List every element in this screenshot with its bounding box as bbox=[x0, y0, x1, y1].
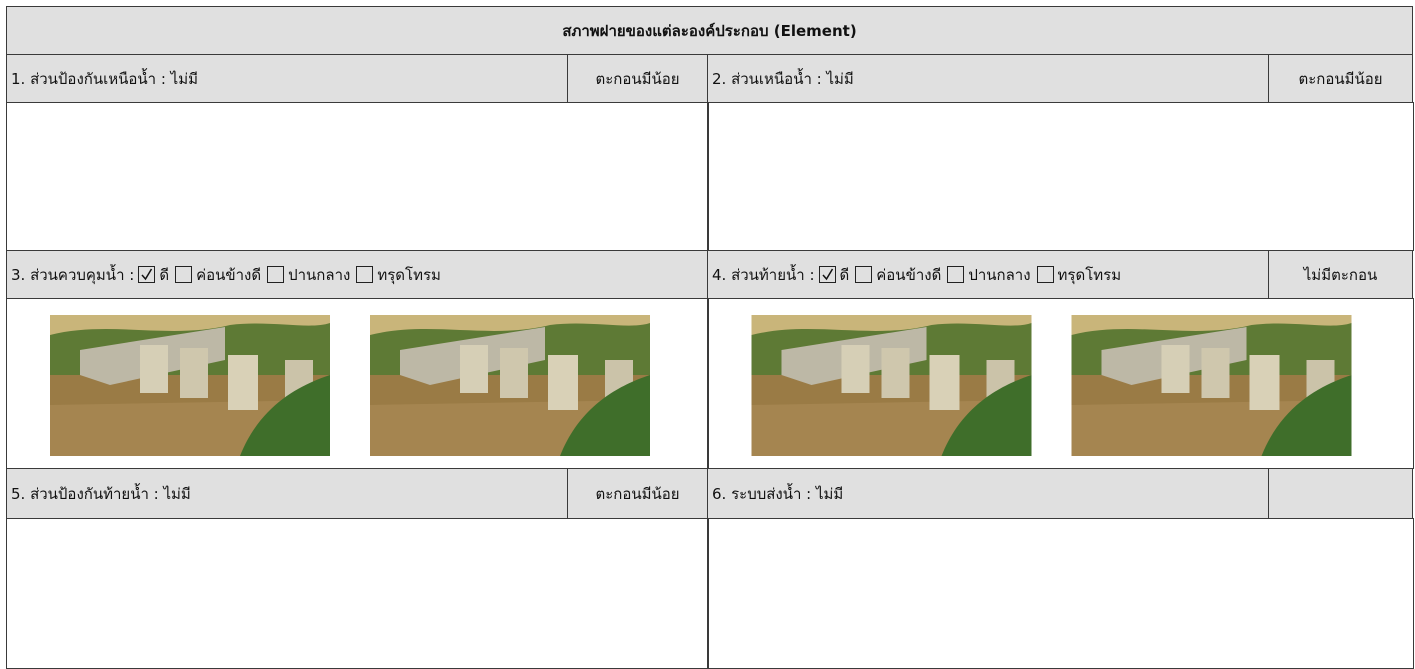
status-cell: ไม่มีตะกอน bbox=[1268, 250, 1413, 299]
section-header: 5. ส่วนป้องกันท้ายน้ำ : ไม่มี bbox=[6, 468, 568, 519]
status-cell: ตะกอนมีน้อย bbox=[1268, 54, 1413, 103]
section-label: 2. ส่วนเหนือน้ำ : ไม่มี bbox=[712, 69, 854, 88]
option-label: ดี bbox=[159, 265, 170, 284]
section-header: 1. ส่วนป้องกันเหนือน้ำ : ไม่มี bbox=[6, 54, 568, 103]
checkbox bbox=[818, 266, 836, 283]
section-body bbox=[707, 102, 1414, 251]
checkbox bbox=[267, 266, 285, 283]
check-mark bbox=[141, 268, 153, 281]
check-mark bbox=[821, 268, 833, 281]
checkbox bbox=[947, 266, 965, 283]
checkbox bbox=[356, 266, 374, 283]
section-label: 5. ส่วนป้องกันท้ายน้ำ : ไม่มี bbox=[11, 484, 191, 503]
section-label: 4. ส่วนท้ายน้ำ : bbox=[712, 265, 815, 284]
photo bbox=[751, 315, 1032, 456]
option-label: ทรุดโทรม bbox=[377, 265, 441, 284]
checkbox bbox=[1036, 266, 1054, 283]
photo bbox=[1071, 315, 1352, 456]
option-label: ทรุดโทรม bbox=[1057, 265, 1122, 284]
status-cell: ตะกอนมีน้อย bbox=[567, 54, 708, 103]
section-label: 3. ส่วนควบคุมน้ำ : bbox=[11, 265, 135, 284]
section-header: 3. ส่วนควบคุมน้ำ : ดี ค่อนข้างดี ปานกลาง ทรุ… bbox=[6, 250, 709, 299]
status-cell: ตะกอนมีน้อย bbox=[567, 468, 708, 519]
option-label: ค่อนข้างดี bbox=[876, 265, 942, 284]
section-label: 1. ส่วนป้องกันเหนือน้ำ : ไม่มี bbox=[11, 69, 198, 88]
checkbox bbox=[175, 266, 193, 283]
option-label: ปานกลาง bbox=[288, 265, 351, 284]
section-body bbox=[6, 518, 709, 669]
section-label: 6. ระบบส่งน้ำ : ไม่มี bbox=[712, 484, 844, 503]
photo bbox=[50, 315, 330, 456]
section-header: 4. ส่วนท้ายน้ำ : ดี ค่อนข้างดี ปานกลาง ทรุดโ… bbox=[707, 250, 1269, 299]
option-label: ดี bbox=[839, 265, 850, 284]
section-body bbox=[6, 102, 709, 251]
table-title: สภาพฝายของแต่ละองค์ประกอบ (Element) bbox=[6, 6, 1413, 55]
checkbox bbox=[855, 266, 873, 283]
status-cell bbox=[1268, 468, 1413, 519]
section-header: 2. ส่วนเหนือน้ำ : ไม่มี bbox=[707, 54, 1269, 103]
photo bbox=[370, 315, 650, 456]
section-header: 6. ระบบส่งน้ำ : ไม่มี bbox=[707, 468, 1269, 519]
option-label: ปานกลาง bbox=[968, 265, 1031, 284]
checkbox bbox=[138, 266, 156, 283]
option-label: ค่อนข้างดี bbox=[196, 265, 262, 284]
section-body bbox=[707, 518, 1414, 669]
